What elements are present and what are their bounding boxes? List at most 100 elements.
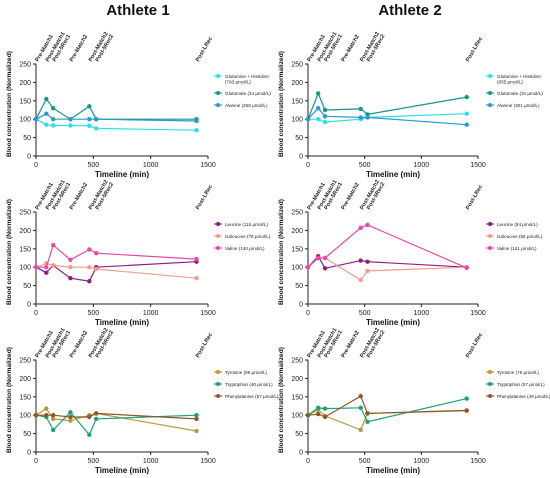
- chart-6-series-2-point: [464, 396, 469, 401]
- chart-5-legend-swatch: [216, 382, 220, 386]
- chart-2-x-axis-label: Timeline (min): [366, 170, 420, 179]
- chart-5-x-tick-label: 1000: [143, 458, 159, 465]
- chart-4-series-3-point: [358, 225, 363, 230]
- chart-2-series-1-point: [322, 119, 328, 125]
- chart-2-series-3-point: [358, 115, 363, 120]
- chart-2-series-2-point: [322, 107, 328, 113]
- chart-4-x-axis-label: Timeline (min): [366, 318, 420, 327]
- chart-5-series-3-point: [87, 414, 92, 420]
- chart-2-y-tick-label: 200: [291, 80, 303, 87]
- chart-3-series-1-point: [44, 270, 49, 275]
- chart-3-legend-label: Valine (140 µmol/L): [225, 246, 265, 251]
- chart-5-x-tick-label: 500: [87, 458, 99, 465]
- chart-2-series-2-point: [464, 94, 469, 100]
- chart-1-legend-label: Glutamate (44 µmol/L): [225, 91, 271, 96]
- chart-2-legend-label: Glutamine + Histidine: [497, 74, 541, 79]
- chart-1-series-3-point: [94, 117, 99, 122]
- chart-4-series-2-point: [365, 268, 370, 274]
- chart-5-y-tick-label: 100: [19, 413, 31, 420]
- chart-4-y-tick-label: 150: [291, 246, 303, 253]
- chart-1-series-3-point: [51, 117, 56, 122]
- chart-5-series-1-point: [68, 418, 73, 423]
- chart-3-series-1-line: [35, 261, 197, 282]
- chart-1-series-2-line: [35, 97, 197, 120]
- chart-2-series-3-point: [322, 114, 328, 119]
- chart-2-series-3-point: [305, 117, 311, 122]
- chart-2-series-3-line: [307, 107, 467, 126]
- chart-1-legend-swatch: [216, 74, 220, 78]
- chart-3-series-1-point: [68, 276, 73, 281]
- chart-6-legend-swatch: [488, 382, 492, 386]
- chart-6-legend-swatch: [488, 394, 492, 398]
- chart-5-series-3-point: [51, 413, 56, 418]
- chart-6-phase-label: Post-LRec: [465, 332, 484, 359]
- chart-1-y-tick-label: 150: [19, 98, 31, 105]
- chart-4-series-2-point: [358, 277, 363, 283]
- chart-3-x-tick-label: 1000: [143, 310, 159, 317]
- chart-3-x-tick-label: 0: [34, 310, 38, 317]
- chart-4-x-tick-label: 1000: [414, 310, 430, 317]
- chart-4-legend-swatch: [488, 234, 492, 238]
- chart-6-series-3-point: [322, 414, 328, 420]
- chart-3-x-tick-label: 500: [87, 310, 99, 317]
- chart-1-y-tick-label: 250: [19, 62, 31, 69]
- chart-5-y-tick-label: 200: [19, 376, 31, 383]
- chart-2-legend-label-unit: (655 µmol/L): [497, 80, 523, 85]
- chart-2-legend-swatch: [488, 103, 492, 107]
- chart-4-legend-swatch: [488, 246, 492, 250]
- chart-6-y-tick-label: 200: [291, 376, 303, 383]
- chart-5-phase-label: Pre-Match2: [69, 330, 89, 359]
- chart-4-series-1-point: [365, 259, 370, 264]
- chart-2-series-2-line: [307, 91, 467, 120]
- chart-6-x-tick-label: 1500: [470, 458, 486, 465]
- chart-4-x-tick-label: 0: [306, 310, 310, 317]
- chart-6-phase-label: Pre-Match2: [341, 330, 361, 359]
- chart-1-phase-label: Post-LRec: [195, 36, 214, 63]
- chart-5-legend-label: Tryptophan (40 µmol/L): [225, 382, 273, 387]
- chart-1-series-3-point: [33, 117, 39, 122]
- chart-4-series-3-point: [322, 255, 328, 261]
- chart-2-series-1-point: [464, 111, 469, 116]
- chart-4-y-tick-label: 100: [291, 265, 303, 272]
- chart-2-y-tick-label: 150: [291, 98, 303, 105]
- chart-5-series-3-point: [44, 413, 49, 418]
- chart-6-x-axis-label: Timeline (min): [366, 466, 420, 475]
- chart-4-legend-swatch: [488, 222, 492, 226]
- chart-5-series-1-point: [194, 428, 199, 434]
- chart-5-y-tick-label: 250: [19, 358, 31, 365]
- chart-1-y-tick-label: 100: [19, 117, 31, 124]
- chart-6-series-3-point: [464, 408, 469, 413]
- chart-1-series-3-line: [35, 112, 197, 122]
- chart-3-x-tick-label: 1500: [200, 310, 216, 317]
- chart-1-series-3-point: [87, 117, 92, 122]
- chart-5-y-tick-label: 150: [19, 394, 31, 401]
- chart-5-series-3-point: [33, 413, 39, 418]
- chart-3-series-2-point: [194, 276, 199, 281]
- chart-6-series-3-line: [307, 395, 467, 418]
- chart-2-x-tick-label: 500: [359, 162, 371, 169]
- chart-1-series-3-point: [44, 111, 49, 116]
- chart-2-legend-swatch: [488, 74, 492, 78]
- chart-2-x-tick-label: 1500: [470, 162, 486, 169]
- chart-3-y-tick-label: 100: [19, 265, 31, 272]
- chart-3-legend-label: Leucine (115 µmol/L): [225, 222, 268, 227]
- chart-4-series-3-point: [316, 255, 321, 261]
- chart-6-x-tick-label: 1000: [414, 458, 430, 465]
- chart-1-series-2-point: [44, 96, 49, 102]
- chart-3-series-3-line: [36, 244, 197, 268]
- chart-5-legend-swatch: [216, 394, 220, 398]
- chart-6-y-tick-label: 0: [299, 450, 303, 457]
- chart-6-series-2-point: [365, 419, 370, 424]
- chart-4-y-axis-label: Blood concentration (Normalized): [278, 199, 285, 305]
- chart-6: 0 50 100 150 200 250 0 500 1000 1500 Timeline (min…: [278, 327, 550, 475]
- chart-6-y-tick-label: 150: [291, 394, 303, 401]
- chart-3-y-tick-label: 250: [19, 210, 31, 217]
- chart-5-series-2-point: [194, 413, 199, 418]
- chart-5-series-2-point: [51, 427, 56, 433]
- chart-5-series-2-point: [68, 410, 73, 415]
- chart-3-series-3-point: [33, 265, 39, 270]
- chart-6-series-2-point: [358, 405, 363, 410]
- chart-2-y-tick-label: 250: [291, 62, 303, 69]
- chart-5-series-3-point: [94, 411, 99, 416]
